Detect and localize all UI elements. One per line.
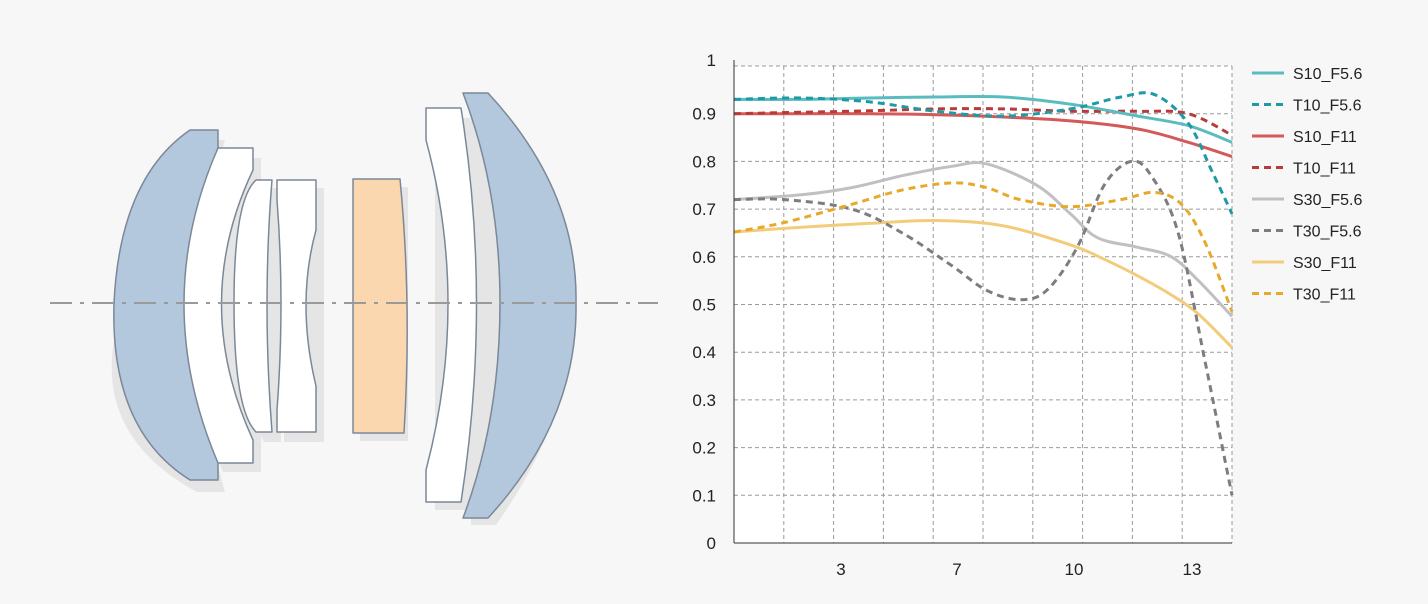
y-tick-label: 0.3	[692, 391, 716, 410]
series-line-t10-f5-6	[733, 91, 1234, 215]
mtf-chart: 0 0.1 0.2 0.3 0.4 0.5 0.6 0.7 0.8 0.9 1 3 7 10 13 S10…	[692, 51, 1362, 579]
y-tick-label: 0.6	[692, 248, 716, 267]
x-axis-tick-labels: 3 7 10 13	[836, 560, 1201, 579]
x-tick-label: 13	[1183, 560, 1202, 579]
series-line-t30-f11	[733, 181, 1234, 313]
lens-element-6	[425, 107, 478, 503]
series-line-t30-f5-6	[733, 159, 1234, 496]
lens-element-4	[276, 179, 317, 433]
y-tick-label: 0.7	[692, 200, 716, 219]
chart-legend: S10_F5.6 T10_F5.6 S10_F11 T10_F11 S30_F5.6 T3…	[1252, 66, 1362, 304]
x-tick-label: 10	[1065, 560, 1084, 579]
chart-grid	[734, 65, 1233, 543]
lens-diagram	[50, 92, 658, 525]
legend-label: S30_F5.6	[1293, 192, 1362, 209]
y-tick-label: 0.1	[692, 486, 716, 505]
y-axis-tick-labels: 0 0.1 0.2 0.3 0.4 0.5 0.6 0.7 0.8 0.9 1	[692, 51, 716, 553]
legend-label: T10_F5.6	[1293, 98, 1362, 115]
x-tick-label: 7	[952, 560, 961, 579]
legend-label: T30_F5.6	[1293, 224, 1362, 241]
legend-label: S10_F5.6	[1293, 66, 1362, 83]
x-tick-label: 3	[836, 560, 845, 579]
lens-element-rear	[462, 92, 577, 519]
lens-element-3	[233, 179, 273, 433]
legend-label: S30_F11	[1293, 255, 1357, 272]
legend-label: T10_F11	[1293, 161, 1356, 178]
lens-element-2	[183, 147, 254, 464]
chart-series	[733, 91, 1234, 496]
y-tick-label: 0.2	[692, 439, 716, 458]
legend-label: S10_F11	[1293, 129, 1357, 146]
y-tick-label: 0.5	[692, 296, 716, 315]
legend-label: T30_F11	[1293, 287, 1356, 304]
y-tick-label: 0.9	[692, 105, 716, 124]
series-line-s30-f5-6	[733, 161, 1234, 318]
lens-element-orange	[352, 178, 408, 434]
y-tick-label: 0	[707, 534, 716, 553]
y-tick-label: 0.8	[692, 152, 716, 171]
y-tick-label: 0.4	[692, 343, 716, 362]
series-line-s30-f11	[733, 218, 1234, 349]
series-line-t10-f11	[733, 107, 1233, 137]
y-tick-label: 1	[707, 51, 716, 70]
